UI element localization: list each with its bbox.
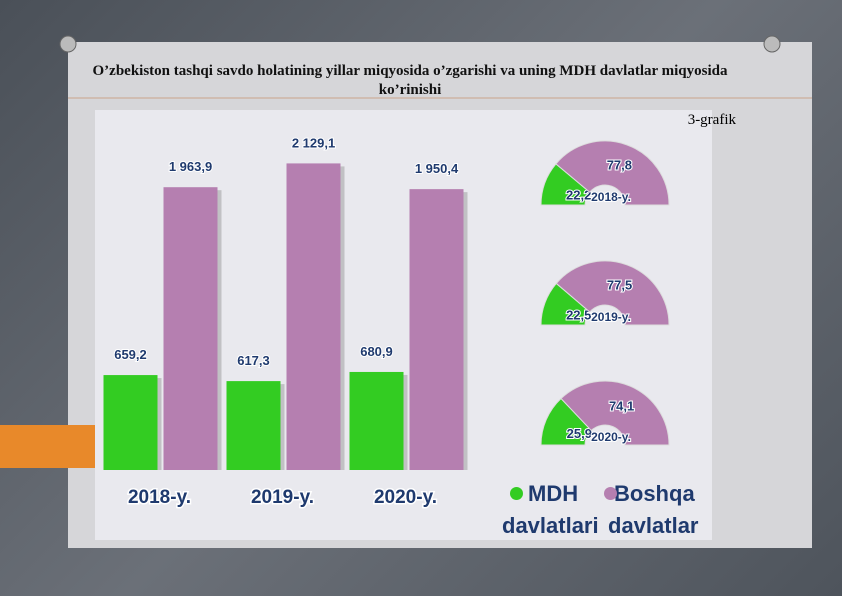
data-label: 22,2 [566, 187, 591, 202]
data-label: 74,1 [609, 398, 634, 413]
data-label: 22,5 [566, 307, 591, 322]
data-label: 617,3 [237, 353, 270, 368]
bar [226, 381, 281, 470]
chart-title: O’zbekiston tashqi savdo holatining yill… [92, 63, 728, 98]
pin [763, 35, 781, 53]
pin [59, 35, 77, 53]
bar-shade [340, 166, 345, 470]
donut-segment [555, 260, 670, 326]
donut-label: 2018-y. [591, 190, 631, 204]
bar [163, 187, 218, 470]
bar [103, 375, 158, 470]
donut-segment [560, 380, 670, 446]
legend-label: MDH davlatlari [502, 481, 599, 538]
legend-marker [510, 487, 523, 500]
donut-label: 2019-y. [591, 310, 631, 324]
legend-label: Boshqa davlatlar [608, 481, 699, 538]
annotation: 3-grafik [688, 112, 737, 128]
data-label: 77,5 [607, 278, 632, 293]
legend-item: Boshqa davlatlar [604, 478, 712, 542]
bar-shade [217, 190, 222, 470]
x-tick-label: 2018-y. [128, 487, 191, 508]
data-label: 680,9 [360, 344, 393, 359]
x-tick-label: 2020-y. [374, 487, 437, 508]
data-label: 1 950,4 [415, 161, 459, 176]
data-label: 659,2 [114, 347, 147, 362]
title-box: O’zbekiston tashqi savdo holatining yill… [92, 63, 728, 98]
data-label: 77,8 [607, 158, 632, 173]
bar-shade [280, 384, 285, 470]
data-label: 2 129,1 [292, 135, 335, 150]
bar-shade [403, 374, 408, 470]
bar-shade [463, 192, 468, 470]
bar [349, 371, 404, 470]
donut-label: 2020-y. [591, 430, 631, 444]
bar [286, 163, 341, 470]
legend-marker [604, 487, 617, 500]
legend-item: MDH davlatlari [502, 478, 602, 542]
data-label: 25,9 [567, 426, 592, 441]
bar [409, 189, 464, 470]
accent [0, 425, 95, 468]
data-label: 1 963,9 [169, 159, 212, 174]
donut-segment [555, 140, 670, 206]
x-tick-label: 2019-y. [251, 487, 314, 508]
bar-shade [157, 378, 162, 470]
